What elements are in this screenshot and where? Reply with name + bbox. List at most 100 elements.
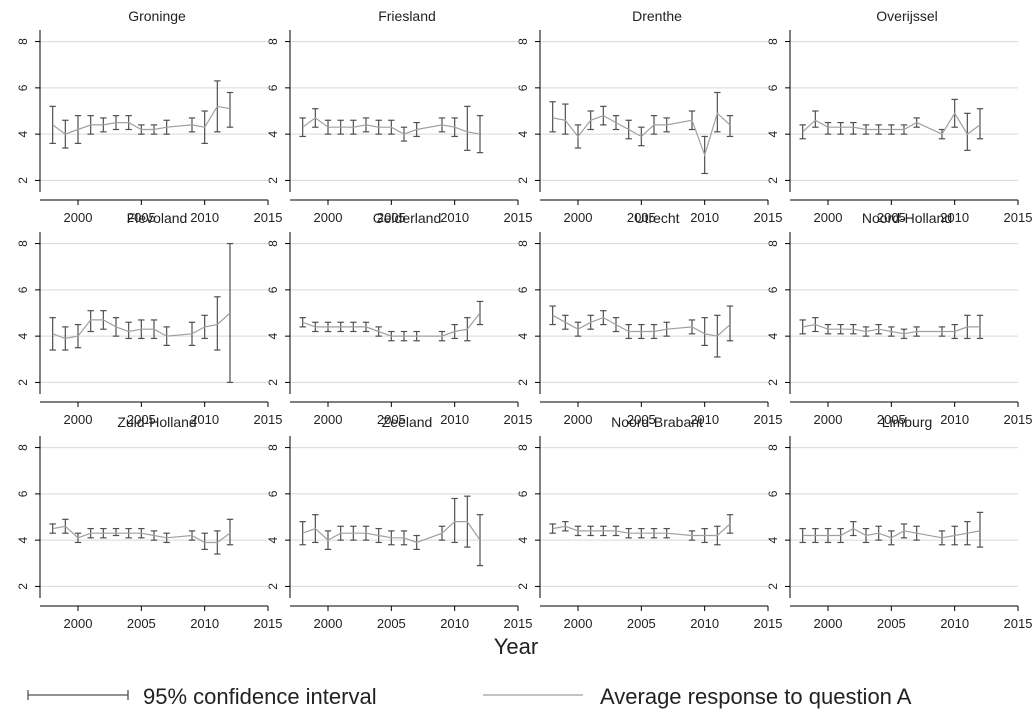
- x-tick-label: 2010: [940, 412, 969, 427]
- panel-title: Limburg: [882, 414, 933, 430]
- panel-gelderland: Gelderland 2 4 6 8 2000 2005 2010 2015: [266, 210, 532, 427]
- legend: 95% confidence interval Average response…: [27, 684, 912, 709]
- y-tick-label: 2: [766, 379, 780, 386]
- ci-bar: [125, 321, 132, 340]
- x-tick-label: 2000: [64, 412, 93, 427]
- legend-ci-label: 95% confidence interval: [143, 684, 377, 709]
- y-tick-label: 2: [516, 379, 530, 386]
- mean-line: [52, 312, 231, 340]
- y-tick-label: 8: [766, 240, 780, 247]
- panel-title: Zuid-Holland: [117, 414, 196, 430]
- y-tick-label: 8: [266, 444, 280, 451]
- ci-bar: [112, 527, 120, 537]
- x-tick-label: 2015: [254, 210, 283, 225]
- x-tick-label: 2005: [127, 616, 156, 631]
- mean-line: [552, 112, 731, 157]
- y-tick-label: 4: [16, 130, 30, 137]
- legend-item-line: Average response to question A: [483, 684, 912, 709]
- x-tick-label: 2010: [690, 210, 719, 225]
- ci-bar: [201, 532, 208, 551]
- ci-bar: [701, 317, 708, 346]
- ci-bar: [799, 319, 806, 335]
- x-tick-label: 2000: [564, 616, 593, 631]
- panel-groninge: Groninge 2 4 6 8 2000 2005 2010 2015: [16, 8, 282, 225]
- x-tick-label: 2010: [440, 616, 469, 631]
- x-tick-label: 2015: [504, 616, 533, 631]
- ci-bar: [226, 518, 234, 546]
- mean-line: [802, 112, 981, 135]
- ci-bar: [799, 124, 806, 140]
- ci-bar: [49, 523, 56, 534]
- mean-line: [552, 314, 731, 337]
- y-tick-label: 4: [266, 536, 280, 543]
- panel-title: Overijssel: [876, 8, 937, 24]
- y-tick-label: 4: [266, 130, 280, 137]
- y-tick-label: 2: [516, 177, 530, 184]
- ci-bar: [214, 296, 221, 351]
- mean-line: [302, 520, 481, 544]
- x-tick-label: 2005: [627, 412, 656, 427]
- ci-bar: [714, 91, 721, 133]
- y-tick-label: 6: [516, 286, 530, 293]
- y-tick-label: 6: [16, 490, 30, 497]
- panel-limburg: Limburg 2 4 6 8 2000 2005 2010 2015: [766, 414, 1032, 631]
- y-tick-label: 8: [266, 240, 280, 247]
- x-tick-label: 2010: [190, 412, 219, 427]
- y-tick-label: 4: [266, 332, 280, 339]
- y-tick-label: 4: [516, 536, 530, 543]
- y-tick-label: 6: [266, 286, 280, 293]
- x-tick-label: 2000: [64, 616, 93, 631]
- panel-friesland: Friesland 2 4 6 8 2000 2005 2010 2015: [266, 8, 532, 225]
- x-tick-label: 2005: [877, 210, 906, 225]
- x-tick-label: 2015: [254, 616, 283, 631]
- y-tick-label: 2: [516, 583, 530, 590]
- x-tick-label: 2005: [127, 412, 156, 427]
- x-tick-label: 2010: [940, 210, 969, 225]
- panel-zeeland: Zeeland 2 4 6 8 2000 2005 2010 2015: [266, 414, 532, 631]
- y-tick-label: 8: [766, 444, 780, 451]
- x-tick-label: 2010: [440, 210, 469, 225]
- y-tick-label: 4: [516, 332, 530, 339]
- panel-title: Noord-Brabant: [611, 414, 703, 430]
- ci-bar: [476, 514, 484, 567]
- y-tick-label: 2: [766, 177, 780, 184]
- ci-bar: [226, 91, 234, 128]
- x-tick-label: 2005: [627, 616, 656, 631]
- panel-drenthe: Drenthe 2 4 6 8 2000 2005 2010 2015: [516, 8, 782, 225]
- panel-flevoland: Flevoland 2 4 6 8 2000 2005 2010 2015: [16, 210, 282, 427]
- panel-zuid-holland: Zuid-Holland 2 4 6 8 2000 2005 2010 2015: [16, 414, 282, 631]
- x-tick-label: 2000: [314, 412, 343, 427]
- ci-bar: [850, 121, 857, 135]
- ci-bar: [549, 101, 556, 133]
- legend-line-label: Average response to question A: [600, 684, 912, 709]
- y-tick-label: 4: [766, 130, 780, 137]
- ci-bar: [299, 117, 306, 138]
- y-tick-label: 8: [16, 240, 30, 247]
- x-tick-label: 2010: [690, 412, 719, 427]
- x-tick-label: 2015: [754, 616, 783, 631]
- panel-noord-brabant: Noord-Brabant 2 4 6 8 2000 2005 2010 2015: [516, 414, 782, 631]
- y-tick-label: 4: [516, 130, 530, 137]
- y-tick-label: 2: [266, 177, 280, 184]
- y-tick-label: 8: [16, 444, 30, 451]
- panel-title: Drenthe: [632, 8, 682, 24]
- x-tick-label: 2010: [190, 616, 219, 631]
- x-tick-label: 2000: [564, 210, 593, 225]
- x-tick-label: 2010: [940, 616, 969, 631]
- x-tick-label: 2005: [877, 616, 906, 631]
- ci-bar: [837, 121, 844, 135]
- y-tick-label: 6: [516, 84, 530, 91]
- panel-title: Groninge: [128, 8, 186, 24]
- x-tick-label: 2000: [64, 210, 93, 225]
- ci-bar: [964, 112, 971, 151]
- x-tick-label: 2010: [190, 210, 219, 225]
- ci-bar: [824, 121, 832, 135]
- panel-title: Gelderland: [373, 210, 442, 226]
- x-tick-label: 2005: [377, 210, 406, 225]
- y-tick-label: 8: [516, 38, 530, 45]
- ci-bar: [299, 521, 306, 546]
- mean-line: [302, 312, 481, 337]
- y-tick-label: 2: [16, 379, 30, 386]
- x-tick-label: 2000: [314, 210, 343, 225]
